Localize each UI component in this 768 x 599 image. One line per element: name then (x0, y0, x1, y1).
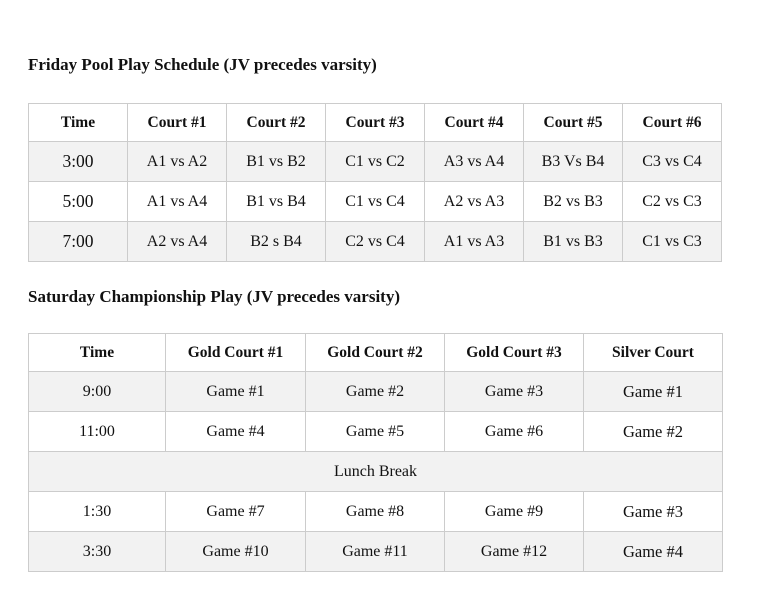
column-header-court-6: Court #6 (622, 103, 722, 142)
column-header-time: Time (28, 333, 166, 372)
column-header-gold-court-3: Gold Court #3 (444, 333, 584, 372)
time-cell: 1:30 (28, 491, 166, 532)
matchup-cell: B1 vs B2 (226, 141, 326, 182)
table-header-row: Time Court #1 Court #2 Court #3 Court #4… (28, 103, 722, 142)
matchup-cell: B2 s B4 (226, 221, 326, 262)
schedule-document: Friday Pool Play Schedule (JV precedes v… (28, 55, 723, 572)
matchup-cell: A3 vs A4 (424, 141, 524, 182)
game-cell: Game #9 (444, 491, 584, 532)
game-cell: Game #1 (165, 371, 306, 412)
matchup-cell: A2 vs A3 (424, 181, 524, 222)
game-cell: Game #5 (305, 411, 445, 452)
column-header-time: Time (28, 103, 128, 142)
time-cell: 3:00 (28, 141, 128, 182)
saturday-schedule-table: Time Gold Court #1 Gold Court #2 Gold Co… (28, 333, 723, 572)
column-header-court-1: Court #1 (127, 103, 227, 142)
time-cell: 5:00 (28, 181, 128, 222)
game-cell: Game #3 (583, 491, 723, 532)
game-cell: Game #2 (305, 371, 445, 412)
column-header-court-4: Court #4 (424, 103, 524, 142)
matchup-cell: C3 vs C4 (622, 141, 722, 182)
game-cell: Game #4 (583, 531, 723, 572)
matchup-cell: C2 vs C3 (622, 181, 722, 222)
game-cell: Game #7 (165, 491, 306, 532)
game-cell: Game #11 (305, 531, 445, 572)
column-header-gold-court-1: Gold Court #1 (165, 333, 306, 372)
matchup-cell: C1 vs C3 (622, 221, 722, 262)
game-cell: Game #6 (444, 411, 584, 452)
saturday-schedule-title: Saturday Championship Play (JV precedes … (28, 287, 400, 306)
table-row: 9:00 Game #1 Game #2 Game #3 Game #1 (28, 371, 723, 412)
matchup-cell: A2 vs A4 (127, 221, 227, 262)
column-header-silver-court: Silver Court (583, 333, 723, 372)
matchup-cell: C1 vs C4 (325, 181, 425, 222)
table-header-row: Time Gold Court #1 Gold Court #2 Gold Co… (28, 333, 723, 372)
game-cell: Game #4 (165, 411, 306, 452)
matchup-cell: A1 vs A3 (424, 221, 524, 262)
time-cell: 3:30 (28, 531, 166, 572)
table-row: 3:00 A1 vs A2 B1 vs B2 C1 vs C2 A3 vs A4… (28, 141, 722, 182)
matchup-cell: B3 Vs B4 (523, 141, 623, 182)
lunch-break-cell: Lunch Break (28, 451, 723, 492)
time-cell: 7:00 (28, 221, 128, 262)
column-header-court-5: Court #5 (523, 103, 623, 142)
time-cell: 11:00 (28, 411, 166, 452)
column-header-court-2: Court #2 (226, 103, 326, 142)
game-cell: Game #10 (165, 531, 306, 572)
matchup-cell: B1 vs B3 (523, 221, 623, 262)
matchup-cell: B2 vs B3 (523, 181, 623, 222)
table-row: 11:00 Game #4 Game #5 Game #6 Game #2 (28, 411, 723, 452)
column-header-gold-court-2: Gold Court #2 (305, 333, 445, 372)
time-cell: 9:00 (28, 371, 166, 412)
game-cell: Game #3 (444, 371, 584, 412)
matchup-cell: B1 vs B4 (226, 181, 326, 222)
friday-schedule-table: Time Court #1 Court #2 Court #3 Court #4… (28, 103, 722, 262)
game-cell: Game #8 (305, 491, 445, 532)
matchup-cell: C1 vs C2 (325, 141, 425, 182)
table-row: 7:00 A2 vs A4 B2 s B4 C2 vs C4 A1 vs A3 … (28, 221, 722, 262)
table-row: 1:30 Game #7 Game #8 Game #9 Game #3 (28, 491, 723, 532)
lunch-break-row: Lunch Break (28, 451, 723, 492)
matchup-cell: A1 vs A2 (127, 141, 227, 182)
game-cell: Game #12 (444, 531, 584, 572)
table-row: 5:00 A1 vs A4 B1 vs B4 C1 vs C4 A2 vs A3… (28, 181, 722, 222)
column-header-court-3: Court #3 (325, 103, 425, 142)
game-cell: Game #2 (583, 411, 723, 452)
table-row: 3:30 Game #10 Game #11 Game #12 Game #4 (28, 531, 723, 572)
matchup-cell: A1 vs A4 (127, 181, 227, 222)
matchup-cell: C2 vs C4 (325, 221, 425, 262)
friday-schedule-title: Friday Pool Play Schedule (JV precedes v… (28, 55, 377, 74)
game-cell: Game #1 (583, 371, 723, 412)
